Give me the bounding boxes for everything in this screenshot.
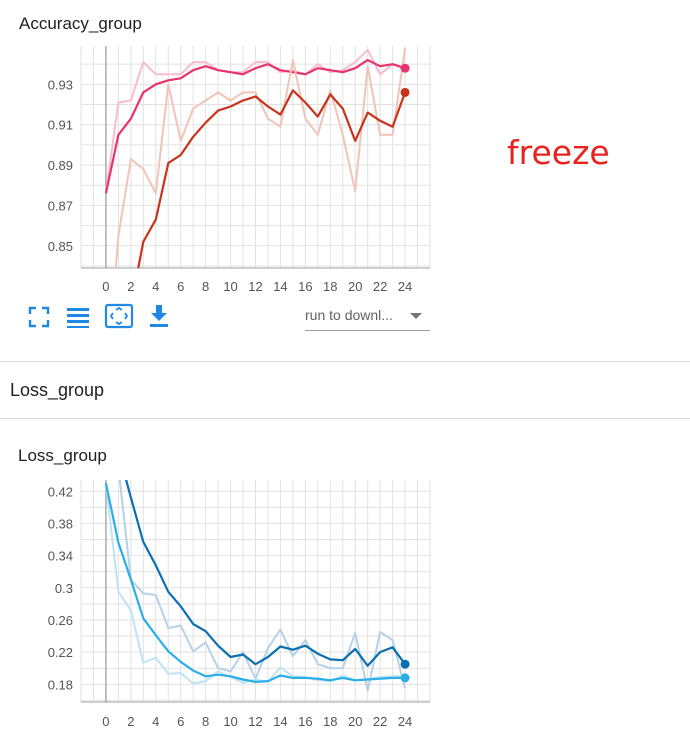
x-tick-label: 8 [202, 279, 209, 294]
x-tick-label: 14 [273, 714, 287, 729]
accuracy-chart-title: Accuracy_group [19, 14, 142, 33]
series-end-marker [400, 87, 410, 97]
series-end-marker [400, 673, 410, 683]
download-run-select[interactable]: run to downl... [305, 302, 430, 331]
x-tick-label: 22 [373, 279, 387, 294]
x-tick-label: 0 [102, 279, 109, 294]
loss-section-header[interactable]: Loss_group [10, 380, 105, 400]
x-tick-label: 16 [298, 279, 312, 294]
x-tick-label: 2 [127, 279, 134, 294]
x-tick-label: 24 [398, 279, 412, 294]
loss-chart: 0.180.220.260.30.340.380.420 2 4 6 8 10 12 14 16… [48, 480, 431, 729]
series-end-marker [400, 63, 410, 73]
fullscreen-icon[interactable] [26, 304, 52, 330]
x-tick-label: 4 [152, 279, 159, 294]
y-tick-label: 0.22 [48, 645, 73, 660]
x-tick-label: 20 [348, 279, 362, 294]
y-tick-label: 0.38 [48, 516, 73, 531]
x-tick-label: 18 [323, 714, 337, 729]
x-tick-label: 16 [298, 714, 312, 729]
x-tick-label: 12 [248, 714, 262, 729]
series-end-marker [400, 659, 410, 669]
x-tick-label: 6 [177, 714, 184, 729]
x-tick-label: 10 [223, 279, 237, 294]
y-tick-label: 0.85 [48, 239, 73, 254]
section-divider-bottom [0, 418, 690, 419]
accuracy-chart: 0.850.870.890.910.930 2 4 6 8 10 12 14 16 18 20 22 2… [48, 46, 431, 294]
y-tick-label: 0.93 [48, 77, 73, 92]
y-tick-label: 0.89 [48, 158, 73, 173]
y-tick-label: 0.3 [55, 581, 73, 596]
x-tick-label: 10 [223, 714, 237, 729]
series-smoothed-line [104, 482, 406, 683]
y-tick-label: 0.26 [48, 613, 73, 628]
series-group [104, 480, 407, 692]
y-tick-label: 0.87 [48, 198, 73, 213]
series-group [104, 47, 407, 268]
x-tick-label: 6 [177, 279, 184, 294]
series-raw-line [104, 49, 406, 194]
x-tick-label: 4 [152, 714, 159, 729]
chevron-down-icon [410, 313, 422, 319]
x-tick-label: 0 [102, 714, 109, 729]
series-smoothed-line [104, 59, 406, 194]
legend-list-icon[interactable] [65, 304, 91, 330]
y-tick-label: 0.18 [48, 677, 73, 692]
x-tick-label: 20 [348, 714, 362, 729]
y-tick-label: 0.91 [48, 118, 73, 133]
x-tick-label: 14 [273, 279, 287, 294]
download-run-select-value: run to downl... [305, 307, 393, 323]
series-smoothed-line [137, 89, 407, 268]
loss-chart-title: Loss_group [18, 446, 107, 465]
freeze-annotation: freeze [507, 133, 610, 172]
download-icon[interactable] [146, 303, 172, 329]
x-tick-label: 22 [373, 714, 387, 729]
fit-domain-icon[interactable] [104, 302, 134, 330]
section-divider-top [0, 361, 690, 362]
x-tick-label: 8 [202, 714, 209, 729]
x-tick-label: 12 [248, 279, 262, 294]
y-tick-label: 0.42 [48, 484, 73, 499]
x-tick-label: 18 [323, 279, 337, 294]
x-tick-label: 24 [398, 714, 412, 729]
series-smoothed-line [125, 480, 406, 667]
x-tick-label: 2 [127, 714, 134, 729]
y-tick-label: 0.34 [48, 549, 73, 564]
series-raw-line [114, 47, 407, 268]
